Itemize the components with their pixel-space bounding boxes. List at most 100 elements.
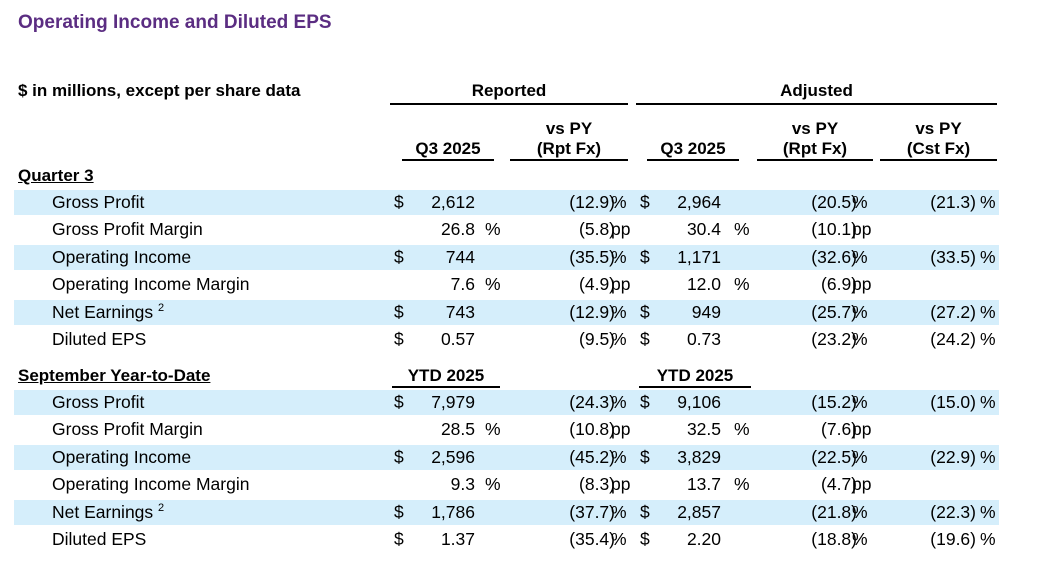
adj-change-unit: % xyxy=(852,302,868,322)
reported-group-header: Reported xyxy=(471,81,547,100)
adj-currency: $ xyxy=(640,447,650,467)
adj-change: (20.5) xyxy=(811,192,857,212)
adj-change: (7.6) xyxy=(821,419,857,439)
adj-value: 12.0 xyxy=(686,274,721,294)
rep-value: 743 xyxy=(445,302,475,322)
table-row: Gross Profit $7,979 (24.3)% $9,106 (15.2)% (1… xyxy=(14,390,999,415)
adj-currency: $ xyxy=(640,329,650,349)
rep-unit: % xyxy=(485,419,501,439)
adj-change: (32.6) xyxy=(811,247,857,267)
table-row: Diluted EPS $1.37 (35.4)% $2.20 (18.8)% (19.6… xyxy=(14,527,999,552)
adj-change: (6.9) xyxy=(821,274,857,294)
row-label-text: Operating Income Margin xyxy=(52,274,250,294)
adj-currency: $ xyxy=(640,302,650,322)
rep-change-unit: pp xyxy=(611,474,631,494)
rep-value: 28.5 xyxy=(440,419,475,439)
row-label: Gross Profit Margin xyxy=(52,219,352,240)
adj-change: (22.5) xyxy=(811,447,857,467)
row-label-text: Gross Profit xyxy=(52,192,145,212)
row-label: Net Earnings 2 xyxy=(52,302,352,323)
cst-change-unit: % xyxy=(980,392,996,412)
rep-change: (35.5) xyxy=(569,247,615,267)
adj-change: (4.7) xyxy=(821,474,857,494)
adj-change: (25.7) xyxy=(811,302,857,322)
adj-change-unit: pp xyxy=(852,474,872,494)
cst-change: (24.2) xyxy=(930,329,976,349)
table-row: Operating Income $744 (35.5)% $1,171 (32.6)%… xyxy=(14,245,999,270)
rep-currency: $ xyxy=(394,529,404,549)
adj-value: 0.73 xyxy=(686,329,721,349)
rep-change-unit: pp xyxy=(611,274,631,294)
page-title: Operating Income and Diluted EPS xyxy=(18,12,332,33)
rep-change: (10.8) xyxy=(569,419,615,439)
adj-change-unit: % xyxy=(852,247,868,267)
adj-value: 30.4 xyxy=(686,219,721,239)
row-label: Diluted EPS xyxy=(52,529,352,550)
rep-value: 1,786 xyxy=(431,502,475,522)
adj-change-unit: % xyxy=(852,447,868,467)
adj-value: 1,171 xyxy=(677,247,721,267)
rep-currency: $ xyxy=(394,392,404,412)
rep-change: (45.2) xyxy=(569,447,615,467)
adj-value: 949 xyxy=(691,302,721,322)
rep-value: 744 xyxy=(445,247,475,267)
rep-change: (35.4) xyxy=(569,529,615,549)
rep-value: 26.8 xyxy=(440,219,475,239)
row-label-text: Net Earnings xyxy=(52,502,154,522)
rep-value: 0.57 xyxy=(440,329,475,349)
adj-currency: $ xyxy=(640,247,650,267)
table-row: Gross Profit Margin 26.8% (5.8) pp 30.4% (10.… xyxy=(14,217,999,242)
adj-change: (18.8) xyxy=(811,529,857,549)
rep-currency: $ xyxy=(394,302,404,322)
rep-change-unit: pp xyxy=(611,419,631,439)
row-label: Operating Income xyxy=(52,247,352,268)
rep-change-unit: % xyxy=(611,392,627,412)
col-header-rep-ytd: YTD 2025 xyxy=(392,366,500,388)
table-row: Operating Income Margin 7.6% (4.9) pp 12.0%(… xyxy=(14,272,999,297)
table-row: Net Earnings 2 $1,786 (37.7)% $2,857 (21.8)%… xyxy=(14,500,999,525)
adj-change: (21.8) xyxy=(811,502,857,522)
adj-change-unit: pp xyxy=(852,419,872,439)
adj-currency: $ xyxy=(640,502,650,522)
units-label: $ in millions, except per share data xyxy=(18,81,301,100)
rep-change-unit: % xyxy=(611,247,627,267)
cst-change: (22.9) xyxy=(930,447,976,467)
row-label-text: Operating Income xyxy=(52,247,192,267)
row-label: Diluted EPS xyxy=(52,329,352,350)
adj-value: 32.5 xyxy=(686,419,721,439)
cst-change-unit: % xyxy=(980,529,996,549)
adj-currency: $ xyxy=(640,529,650,549)
adj-change: (23.2) xyxy=(811,329,857,349)
cst-change: (22.3) xyxy=(930,502,976,522)
cst-change-unit: % xyxy=(980,447,996,467)
adj-value: 13.7 xyxy=(686,474,721,494)
adj-unit: % xyxy=(734,219,750,239)
footnote-marker: 2 xyxy=(158,302,165,314)
row-label-text: Diluted EPS xyxy=(52,329,147,349)
rep-value: 2,596 xyxy=(431,447,475,467)
adj-unit: % xyxy=(734,274,750,294)
rep-change-unit: % xyxy=(611,329,627,349)
row-label: Gross Profit Margin xyxy=(52,419,352,440)
adj-currency: $ xyxy=(640,192,650,212)
rep-change-unit: pp xyxy=(611,219,631,239)
row-label-text: Gross Profit xyxy=(52,392,145,412)
table-row: Operating Income $2,596 (45.2)% $3,829 (22.5… xyxy=(14,445,999,470)
rep-value: 1.37 xyxy=(440,529,475,549)
section-september-ytd: September Year-to-Date xyxy=(18,366,211,385)
table-row: Operating Income Margin 9.3% (8.3) pp 13.7%(… xyxy=(14,472,999,497)
adj-change-unit: pp xyxy=(852,219,872,239)
rep-change-unit: % xyxy=(611,302,627,322)
col-header-adj-ytd: YTD 2025 xyxy=(639,366,751,388)
row-label-text: Net Earnings xyxy=(52,302,154,322)
adj-change-unit: % xyxy=(852,502,868,522)
table-row: Net Earnings 2 $743 (12.9)% $949 (25.7)% (27.… xyxy=(14,300,999,325)
adj-value: 3,829 xyxy=(677,447,721,467)
row-label-text: Operating Income xyxy=(52,447,192,467)
table-row: Gross Profit $2,612 (12.9)% $2,964 (20.5)% (2… xyxy=(14,190,999,215)
reported-group-rule xyxy=(390,103,628,105)
col-header-adj-vs-py-cst: vs PY (Cst Fx) xyxy=(880,119,997,161)
cst-change-unit: % xyxy=(980,302,996,322)
adj-change-unit: pp xyxy=(852,274,872,294)
row-label: Gross Profit xyxy=(52,392,352,413)
